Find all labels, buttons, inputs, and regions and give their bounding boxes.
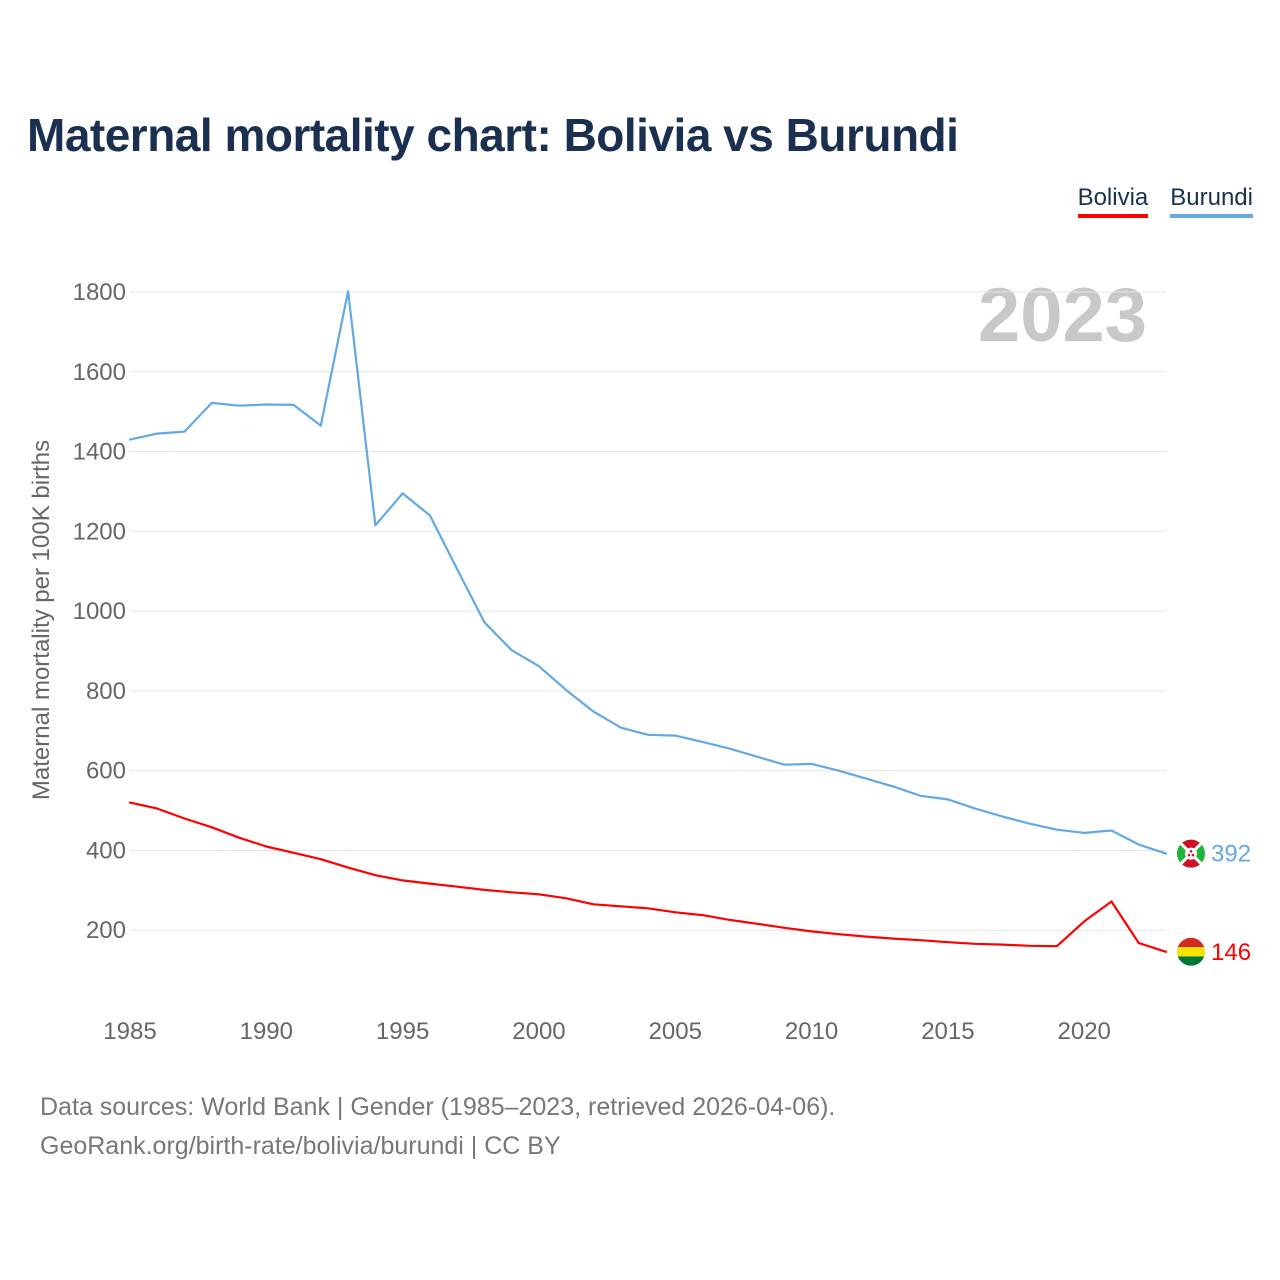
x-tick-label-1995: 1995 xyxy=(376,1018,429,1045)
source-line-2[interactable]: GeoRank.org/birth-rate/bolivia/burundi |… xyxy=(40,1132,561,1160)
legend: Bolivia Burundi xyxy=(1077,184,1253,218)
year-label: 2023 xyxy=(977,273,1147,358)
y-tick-label-400: 400 xyxy=(86,837,126,864)
x-tick-label-1990: 1990 xyxy=(240,1018,293,1045)
end-label-burundi: 392 xyxy=(1211,841,1251,868)
x-tick-label-2010: 2010 xyxy=(785,1018,838,1045)
y-tick-label-200: 200 xyxy=(86,917,126,944)
source-line-1: Data sources: World Bank | Gender (1985–… xyxy=(40,1093,836,1121)
x-tick-label-2005: 2005 xyxy=(649,1018,702,1045)
x-tick-label-2000: 2000 xyxy=(512,1018,565,1045)
end-label-bolivia: 146 xyxy=(1211,939,1251,966)
page-title: Maternal mortality chart: Bolivia vs Bur… xyxy=(27,109,959,161)
flag-bolivia-icon xyxy=(1177,937,1205,966)
x-tick-label-2020: 2020 xyxy=(1058,1018,1111,1045)
x-tick-label-1985: 1985 xyxy=(103,1018,156,1045)
legend-item-burundi[interactable]: Burundi xyxy=(1170,184,1253,218)
series-end-markers: 392 146 xyxy=(1177,839,1251,966)
x-tick-label-2015: 2015 xyxy=(921,1018,974,1045)
y-tick-label-1600: 1600 xyxy=(73,359,126,386)
gridlines xyxy=(130,291,1166,931)
y-tick-label-600: 600 xyxy=(86,758,126,785)
series-line-burundi xyxy=(128,290,1168,855)
source-note: Data sources: World Bank | Gender (1985–… xyxy=(40,1088,835,1166)
series-lines xyxy=(128,290,1168,953)
y-tick-label-1800: 1800 xyxy=(73,279,126,306)
y-tick-label-1200: 1200 xyxy=(73,518,126,545)
flag-burundi-icon xyxy=(1177,839,1205,868)
y-tick-label-1400: 1400 xyxy=(73,439,126,466)
legend-item-bolivia[interactable]: Bolivia xyxy=(1077,184,1149,218)
y-tick-label-1000: 1000 xyxy=(73,598,126,625)
y-tick-label-800: 800 xyxy=(86,678,126,705)
y-axis-ticks: 200 400 600 800 1000 1200 1400 1600 1800 xyxy=(73,279,126,944)
series-line-bolivia xyxy=(128,801,1168,953)
x-axis-ticks: 1985 1990 1995 2000 2005 2010 2015 2020 xyxy=(103,1018,1111,1045)
